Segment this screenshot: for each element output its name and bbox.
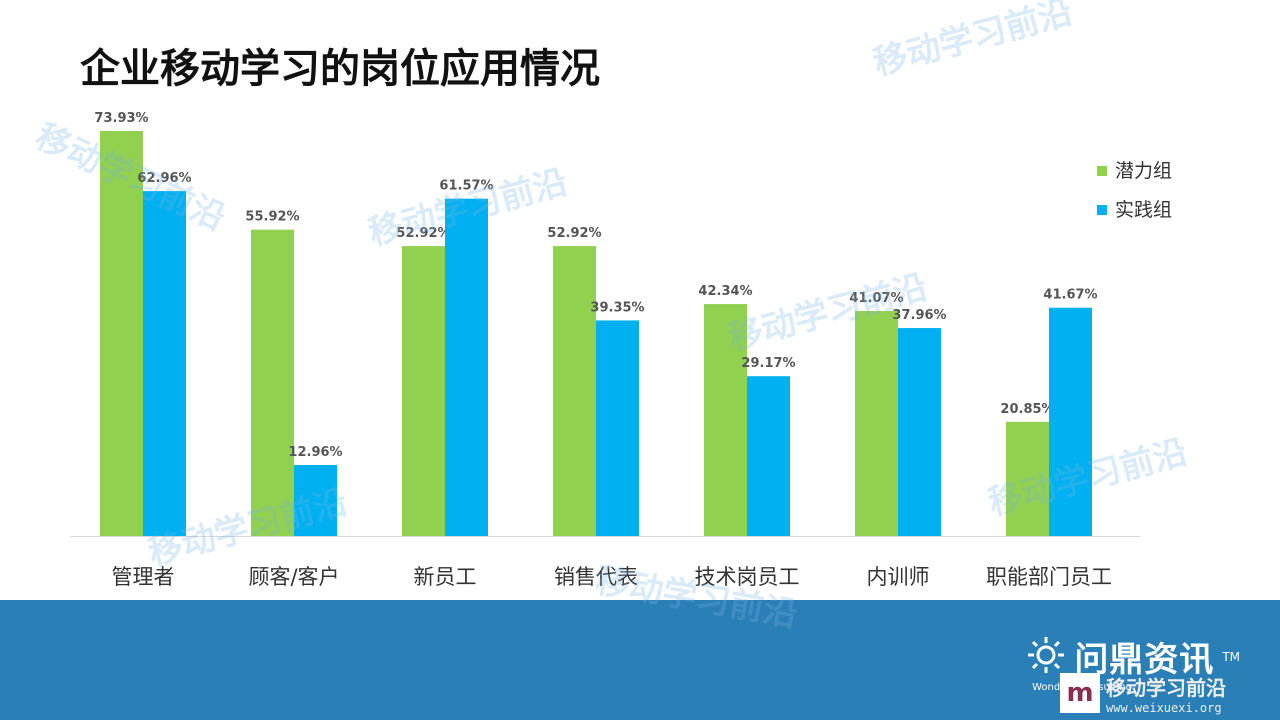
data-label: 29.17% bbox=[741, 356, 795, 371]
site-watermark-url: www.weixuexi.org bbox=[1106, 700, 1222, 715]
bar bbox=[704, 304, 747, 536]
brand-logo: 问鼎资讯 TM bbox=[1026, 632, 1240, 681]
slide-title: 企业移动学习的岗位应用情况 bbox=[80, 46, 600, 92]
bar bbox=[747, 376, 790, 536]
bar bbox=[402, 246, 445, 536]
bar bbox=[898, 328, 941, 536]
legend-swatch bbox=[1097, 166, 1107, 176]
data-label: 39.35% bbox=[590, 300, 644, 315]
bar bbox=[553, 246, 596, 536]
category-label: 技术岗员工 bbox=[695, 565, 800, 589]
legend-label: 潜力组 bbox=[1115, 160, 1172, 182]
bar bbox=[855, 311, 898, 536]
data-label: 41.67% bbox=[1043, 288, 1097, 303]
bar bbox=[294, 465, 337, 536]
category-label: 内训师 bbox=[867, 565, 930, 589]
category-label: 管理者 bbox=[112, 565, 175, 589]
legend-swatch bbox=[1097, 205, 1107, 215]
site-watermark-name: 移动学习前沿 bbox=[1106, 675, 1226, 700]
bar bbox=[1049, 307, 1092, 536]
data-label: 12.96% bbox=[288, 445, 342, 460]
bar-chart: 73.93% 62.96% 管理者 55.92% 12.96% 顾客/客户 52.92% 61… bbox=[70, 111, 1172, 589]
data-label: 61.57% bbox=[439, 179, 493, 194]
trademark: TM bbox=[1222, 649, 1240, 664]
bar bbox=[251, 229, 294, 537]
category-label: 顾客/客户 bbox=[248, 565, 339, 589]
bar bbox=[143, 191, 186, 536]
bar bbox=[1006, 421, 1049, 536]
site-watermark-logo: m 移动学习前沿 www.weixuexi.org bbox=[1060, 670, 1270, 716]
bar bbox=[596, 320, 639, 536]
data-label: 62.96% bbox=[137, 171, 191, 186]
category-label: 职能部门员工 bbox=[986, 565, 1112, 589]
data-label: 20.85% bbox=[1000, 402, 1054, 417]
bar bbox=[445, 198, 488, 536]
data-label: 52.92% bbox=[396, 226, 450, 241]
data-label: 42.34% bbox=[698, 284, 752, 299]
m-logo-icon: m bbox=[1060, 673, 1100, 713]
category-label: 新员工 bbox=[414, 565, 477, 589]
data-label: 52.92% bbox=[547, 226, 601, 241]
data-label: 37.96% bbox=[892, 308, 946, 323]
data-label: 73.93% bbox=[94, 111, 148, 126]
legend-label: 实践组 bbox=[1115, 199, 1172, 221]
data-label: 55.92% bbox=[245, 210, 299, 225]
bar bbox=[100, 131, 143, 536]
sun-icon bbox=[1026, 635, 1066, 679]
category-label: 销售代表 bbox=[554, 565, 638, 589]
data-label: 41.07% bbox=[849, 291, 903, 306]
